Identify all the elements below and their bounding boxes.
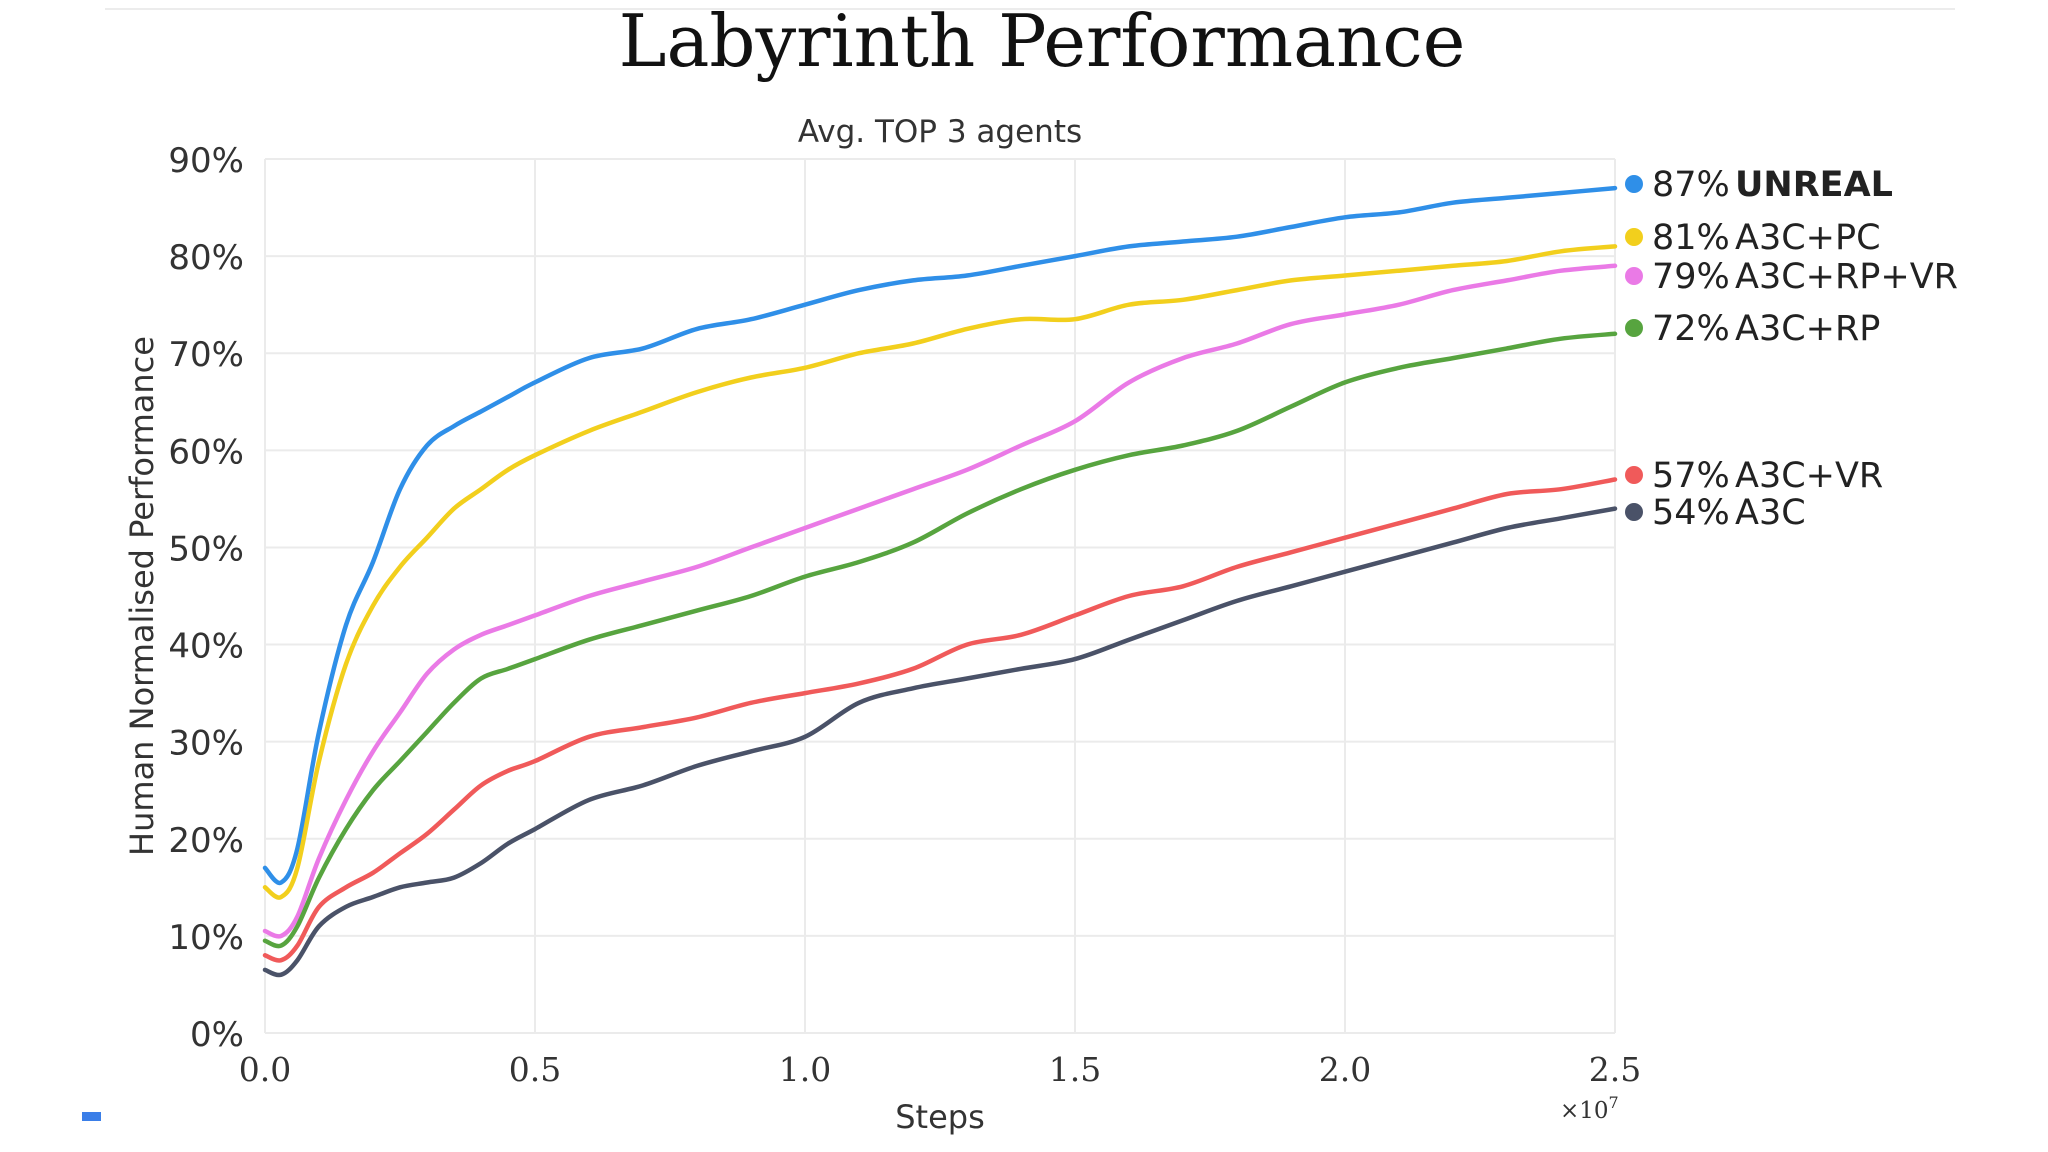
top-divider	[105, 8, 1955, 10]
y-tick-label: 20%	[168, 821, 244, 861]
y-tick-label: 60%	[168, 432, 244, 472]
grid	[264, 158, 1616, 1034]
series-line-a3c-vr	[262, 477, 1618, 963]
legend-marker	[1625, 319, 1643, 337]
series-lines	[262, 185, 1618, 978]
legend-percentage: 87%	[1652, 165, 1730, 205]
legend-series-name: UNREAL	[1735, 165, 1893, 205]
y-tick-label: 10%	[168, 918, 244, 958]
legend-percentage: 72%	[1652, 309, 1730, 349]
y-tick-label: 70%	[168, 335, 244, 375]
y-tick-label: 30%	[168, 724, 244, 764]
legend-percentage: 57%	[1652, 456, 1730, 496]
chart-title: Labyrinth Performance	[619, 0, 1466, 83]
series-line-a3c	[262, 506, 1618, 978]
legend-percentage: 79%	[1652, 257, 1730, 297]
y-tick-label: 0%	[190, 1015, 244, 1055]
series-line-a3c-rp-vr	[262, 263, 1618, 939]
y-tick-label: 80%	[168, 238, 244, 278]
x-multiplier-label: ×107	[1560, 1093, 1619, 1124]
x-axis-label: Steps	[895, 1098, 985, 1136]
series-line-a3c-pc	[262, 244, 1618, 900]
slide-marker	[82, 1112, 101, 1121]
axis-ticks: 0% 10% 20% 30% 40% 50% 60% 70% 80% 90% 0.0 0.5 1.0 1.…	[168, 141, 1641, 1089]
y-tick-label: 40%	[168, 627, 244, 667]
x-tick-label: 0.5	[509, 1050, 561, 1089]
legend-marker	[1625, 228, 1643, 246]
legend-percentage: 81%	[1652, 218, 1730, 258]
x-tick-label: 2.5	[1589, 1050, 1641, 1089]
legend-marker	[1625, 503, 1643, 521]
legend-marker	[1625, 175, 1643, 193]
legend-series-name: A3C+VR	[1735, 456, 1883, 496]
legend-series-name: A3C	[1735, 493, 1806, 533]
y-tick-label: 90%	[168, 141, 244, 181]
x-tick-label: 1.0	[779, 1050, 831, 1089]
legend-series-name: A3C+PC	[1735, 218, 1881, 258]
y-axis-label: Human Normalised Performance	[123, 336, 161, 856]
y-tick-label: 50%	[168, 529, 244, 569]
legend-percentage: 54%	[1652, 493, 1730, 533]
series-line-a3c-rp	[262, 331, 1618, 949]
series-line-unreal	[262, 185, 1618, 886]
legend-marker	[1625, 466, 1643, 484]
chart-subtitle: Avg. TOP 3 agents	[798, 114, 1082, 150]
x-tick-label: 0.0	[239, 1050, 291, 1089]
x-tick-label: 2.0	[1319, 1050, 1371, 1089]
x-tick-label: 1.5	[1049, 1050, 1101, 1089]
legend-series-name: A3C+RP	[1735, 309, 1880, 349]
legend-marker	[1625, 267, 1643, 285]
legend-series-name: A3C+RP+VR	[1735, 257, 1958, 297]
x-multiplier-exponent: 7	[1609, 1093, 1619, 1112]
